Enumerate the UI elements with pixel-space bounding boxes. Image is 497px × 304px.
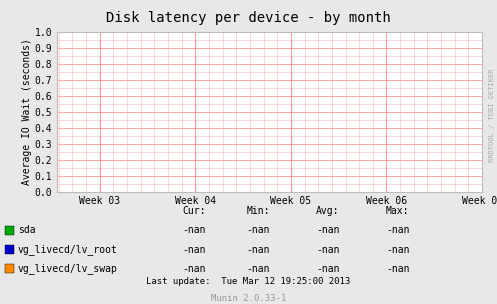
Text: -nan: -nan	[182, 264, 206, 274]
Text: -nan: -nan	[247, 264, 270, 274]
Text: Avg:: Avg:	[316, 206, 340, 216]
Text: vg_livecd/lv_swap: vg_livecd/lv_swap	[18, 263, 118, 274]
Text: -nan: -nan	[386, 264, 410, 274]
Y-axis label: Average IO Wait (seconds): Average IO Wait (seconds)	[22, 38, 32, 185]
Text: -nan: -nan	[247, 245, 270, 254]
Text: -nan: -nan	[316, 245, 340, 254]
Text: Disk latency per device - by month: Disk latency per device - by month	[106, 11, 391, 25]
Text: vg_livecd/lv_root: vg_livecd/lv_root	[18, 244, 118, 255]
Text: -nan: -nan	[316, 226, 340, 235]
Text: Cur:: Cur:	[182, 206, 206, 216]
Text: -nan: -nan	[386, 226, 410, 235]
Text: sda: sda	[18, 226, 35, 235]
Text: Munin 2.0.33-1: Munin 2.0.33-1	[211, 294, 286, 303]
Text: -nan: -nan	[316, 264, 340, 274]
Text: Min:: Min:	[247, 206, 270, 216]
Text: -nan: -nan	[386, 245, 410, 254]
Text: -nan: -nan	[182, 245, 206, 254]
Text: -nan: -nan	[182, 226, 206, 235]
Text: Last update:  Tue Mar 12 19:25:00 2013: Last update: Tue Mar 12 19:25:00 2013	[147, 277, 350, 286]
Text: RRDTOOL / TOBI OETIKER: RRDTOOL / TOBI OETIKER	[489, 69, 495, 162]
Text: Max:: Max:	[386, 206, 410, 216]
Text: -nan: -nan	[247, 226, 270, 235]
